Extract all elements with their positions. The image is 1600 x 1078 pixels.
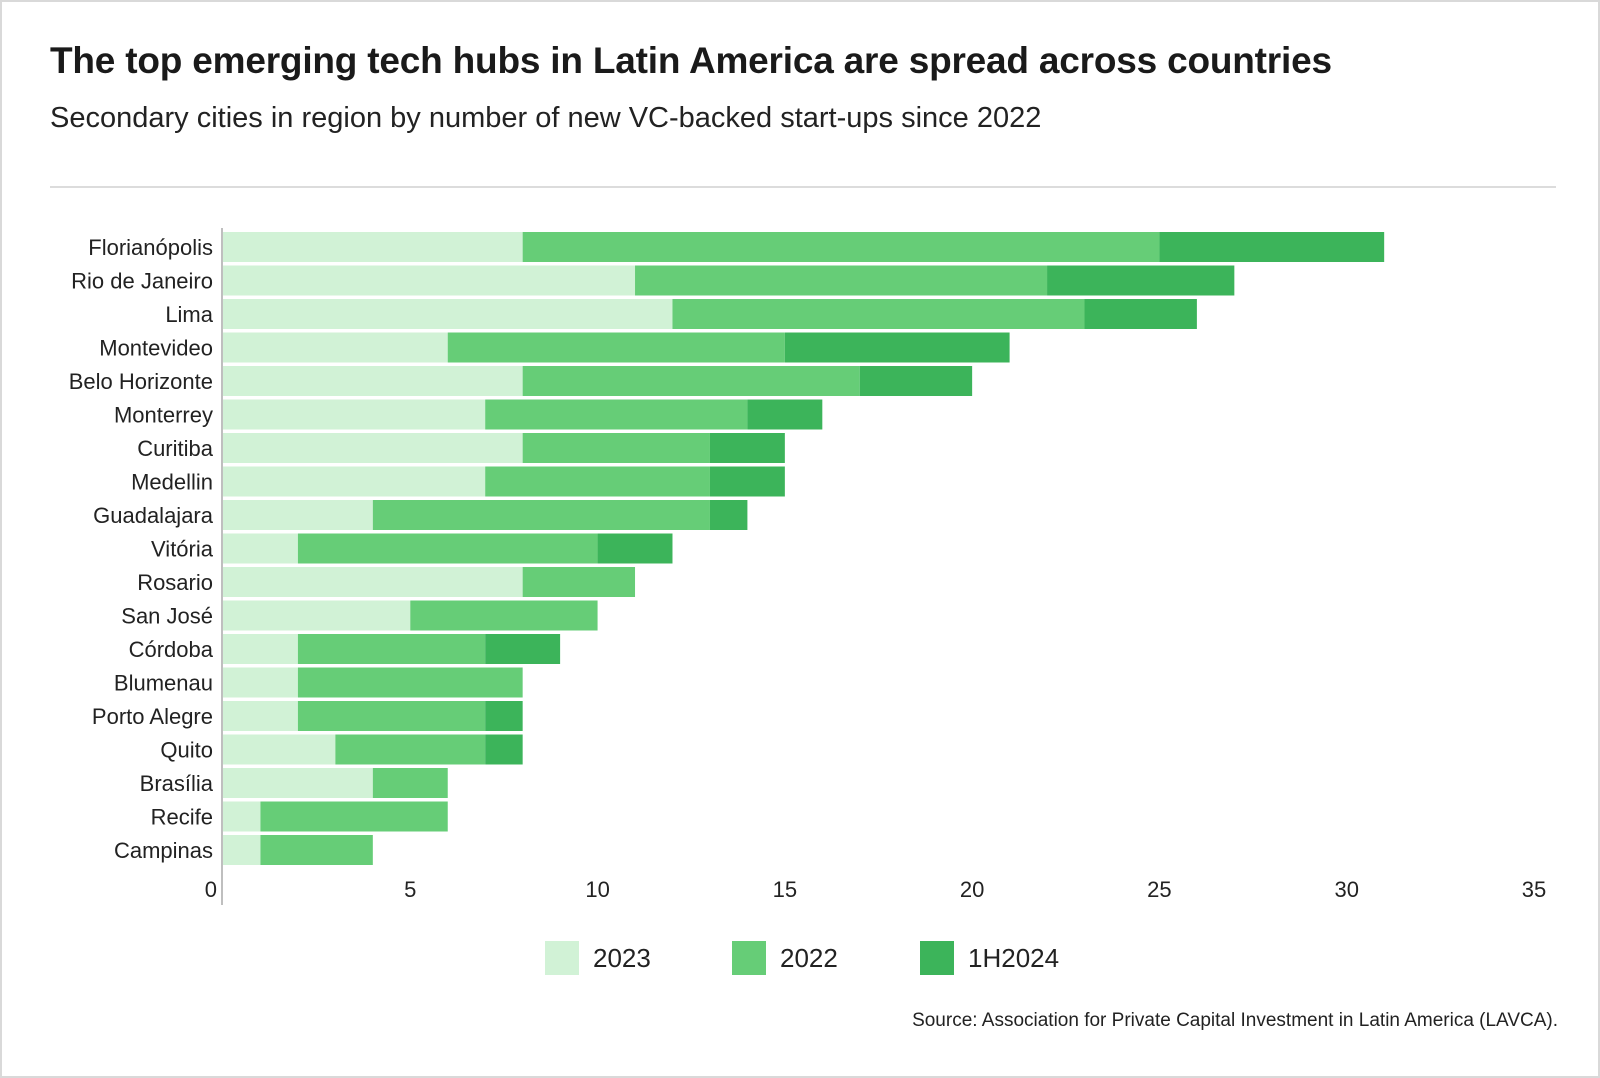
bar-2023-12 <box>223 634 298 664</box>
bar-2023-15 <box>223 734 336 765</box>
bar-2023-6 <box>223 433 523 463</box>
bars-group <box>223 232 1385 865</box>
legend: 2023 2022 1H2024 <box>2 938 1598 978</box>
category-label: Montevideo <box>99 336 213 361</box>
category-label: Rosario <box>137 570 213 595</box>
category-label: Belo Horizonte <box>69 369 213 394</box>
x-axis-ticks: 0 5 10 15 20 25 30 35 <box>205 877 1546 902</box>
bar-2023-10 <box>223 567 523 597</box>
legend-swatch <box>545 941 579 975</box>
x-tick-label: 5 <box>404 877 416 902</box>
bar-2022-17 <box>260 801 448 832</box>
legend-item-2022: 2022 <box>732 938 838 978</box>
bar-2022-16 <box>372 768 448 798</box>
category-label: Rio de Janeiro <box>71 269 213 294</box>
category-label: Brasília <box>140 771 214 796</box>
bar-1h2024-4 <box>859 366 973 396</box>
bar-1h2024-6 <box>709 433 785 463</box>
stacked-bar-chart: Florianópolis Rio de Janeiro Lima Montevide… <box>69 228 1546 905</box>
bar-2022-3 <box>447 332 785 363</box>
bar-2023-8 <box>223 500 373 530</box>
category-label: Medellin <box>131 470 213 495</box>
bar-2023-0 <box>223 232 523 262</box>
bar-2022-10 <box>522 567 636 597</box>
bar-2022-5 <box>485 399 748 430</box>
bar-2023-2 <box>223 299 673 329</box>
category-label: Guadalajara <box>93 503 214 528</box>
legend-item-1h2024: 1H2024 <box>920 938 1059 978</box>
bar-2023-16 <box>223 768 373 798</box>
bar-1h2024-15 <box>485 734 523 765</box>
bar-2023-9 <box>223 533 298 564</box>
bar-2022-9 <box>297 533 598 564</box>
bar-2023-4 <box>223 366 523 396</box>
bar-1h2024-2 <box>1084 299 1197 329</box>
category-label: San José <box>121 604 213 629</box>
bar-2023-13 <box>223 667 298 698</box>
category-label: Porto Alegre <box>92 704 213 729</box>
bar-2022-6 <box>522 433 710 463</box>
bar-2023-18 <box>223 835 261 865</box>
legend-label: 2022 <box>780 942 838 973</box>
bar-1h2024-8 <box>709 500 748 530</box>
bar-2023-3 <box>223 332 448 363</box>
category-label: Quito <box>160 738 213 763</box>
category-labels: Florianópolis Rio de Janeiro Lima Montevide… <box>69 235 214 863</box>
bar-2022-18 <box>260 835 373 865</box>
bar-1h2024-0 <box>1159 232 1385 262</box>
bar-2023-17 <box>223 801 261 832</box>
category-label: Lima <box>165 302 213 327</box>
category-label: Recife <box>151 805 213 830</box>
bar-2023-14 <box>223 701 298 731</box>
bar-1h2024-7 <box>709 466 785 497</box>
category-label: Florianópolis <box>88 235 213 260</box>
x-tick-label: 15 <box>773 877 797 902</box>
bar-1h2024-14 <box>485 701 523 731</box>
bar-2023-7 <box>223 466 486 497</box>
category-label: Campinas <box>114 838 213 863</box>
chart-title: The top emerging tech hubs in Latin Amer… <box>50 40 1332 81</box>
bar-1h2024-12 <box>485 634 561 664</box>
source-note: Source: Association for Private Capital … <box>912 1010 1558 1031</box>
chart-subtitle: Secondary cities in region by number of … <box>50 102 1042 134</box>
bar-2022-15 <box>335 734 486 765</box>
legend-item-2023: 2023 <box>545 938 651 978</box>
bar-2022-12 <box>297 634 486 664</box>
divider <box>50 186 1556 188</box>
bar-2023-1 <box>223 265 636 296</box>
bar-1h2024-3 <box>784 332 1010 363</box>
legend-label: 1H2024 <box>968 942 1060 973</box>
category-label: Curitiba <box>137 436 214 461</box>
x-tick-label: 0 <box>205 877 217 902</box>
x-tick-label: 20 <box>960 877 984 902</box>
bar-2022-13 <box>297 667 523 698</box>
x-tick-label: 10 <box>585 877 609 902</box>
x-tick-label: 25 <box>1147 877 1171 902</box>
bar-1h2024-1 <box>1047 265 1235 296</box>
category-label: Vitória <box>151 537 214 562</box>
bar-2022-11 <box>410 600 598 631</box>
bar-2022-8 <box>372 500 710 530</box>
category-label: Monterrey <box>114 403 213 428</box>
bar-2022-14 <box>297 701 486 731</box>
legend-swatch <box>920 941 954 975</box>
legend-label: 2023 <box>593 942 651 973</box>
bar-2022-2 <box>672 299 1085 329</box>
legend-swatch <box>732 941 766 975</box>
bar-2022-0 <box>522 232 1160 262</box>
x-tick-label: 35 <box>1522 877 1546 902</box>
bar-2022-4 <box>522 366 860 396</box>
bar-2023-11 <box>223 600 411 631</box>
bar-2022-7 <box>485 466 710 497</box>
bar-1h2024-9 <box>597 533 673 564</box>
bar-2023-5 <box>223 399 486 430</box>
category-label: Córdoba <box>129 637 214 662</box>
bar-2022-1 <box>635 265 1048 296</box>
x-tick-label: 30 <box>1334 877 1358 902</box>
category-label: Blumenau <box>114 671 213 696</box>
bar-1h2024-5 <box>747 399 823 430</box>
